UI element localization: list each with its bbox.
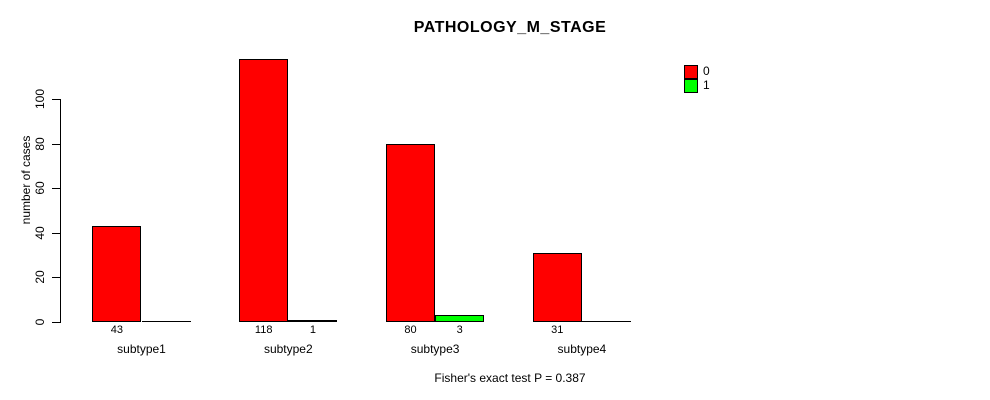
y-tick-label: 0	[33, 318, 47, 326]
bar-value-label: 80	[404, 324, 417, 336]
bar-subtype3-series1	[435, 315, 485, 322]
bar-subtype4-series1	[581, 321, 632, 322]
x-category-label: subtype2	[263, 342, 313, 356]
bar-subtype4-series0	[532, 253, 582, 322]
y-tick-label: 100	[33, 88, 47, 110]
bar-value-label: 1	[309, 324, 316, 336]
y-tick-mark	[52, 143, 60, 145]
legend-swatch-1	[684, 78, 698, 93]
bar-subtype3-series0	[385, 144, 436, 322]
bar-subtype1-series1	[141, 321, 191, 322]
y-tick-mark	[52, 322, 60, 323]
bar-value-label: 3	[456, 324, 463, 336]
y-axis-line	[60, 99, 61, 323]
y-tick-mark	[52, 99, 60, 100]
y-tick-label: 80	[33, 136, 47, 151]
y-tick-label: 60	[33, 181, 47, 195]
y-tick-label: 20	[33, 270, 47, 285]
x-category-label: subtype4	[557, 342, 607, 356]
caption: Fisher's exact test P = 0.387	[434, 371, 586, 385]
legend-item-1: 1	[684, 78, 710, 93]
chart-title: PATHOLOGY_M_STAGE	[413, 19, 607, 36]
y-tick-mark	[52, 232, 60, 234]
bar-value-label: 31	[551, 324, 564, 336]
x-category-label: subtype3	[410, 342, 460, 356]
bar-value-label: 43	[110, 324, 124, 336]
legend-swatch-0	[684, 64, 698, 79]
legend-item-0: 0	[684, 64, 710, 79]
legend-label: 0	[703, 64, 710, 78]
y-tick-mark	[52, 188, 60, 190]
bar-subtype2-series1	[288, 320, 338, 322]
y-tick-label: 40	[33, 226, 47, 240]
legend-label: 1	[703, 78, 710, 92]
bar-subtype1-series0	[92, 226, 142, 322]
bar-subtype2-series0	[239, 59, 289, 322]
y-tick-mark	[52, 277, 60, 279]
bar-value-label: 118	[254, 324, 273, 336]
x-category-label: subtype1	[117, 342, 166, 356]
